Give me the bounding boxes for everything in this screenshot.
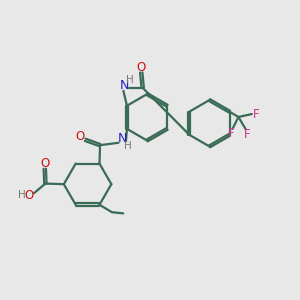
Text: H: H — [124, 141, 132, 151]
Text: F: F — [243, 128, 250, 141]
Text: H: H — [18, 190, 26, 200]
Text: O: O — [75, 130, 85, 143]
Text: F: F — [253, 107, 260, 121]
Text: O: O — [136, 61, 146, 74]
Text: H: H — [126, 75, 134, 85]
Text: F: F — [227, 127, 234, 140]
Text: O: O — [25, 189, 34, 202]
Text: O: O — [41, 157, 50, 170]
Text: N: N — [120, 79, 130, 92]
Text: N: N — [118, 131, 127, 145]
